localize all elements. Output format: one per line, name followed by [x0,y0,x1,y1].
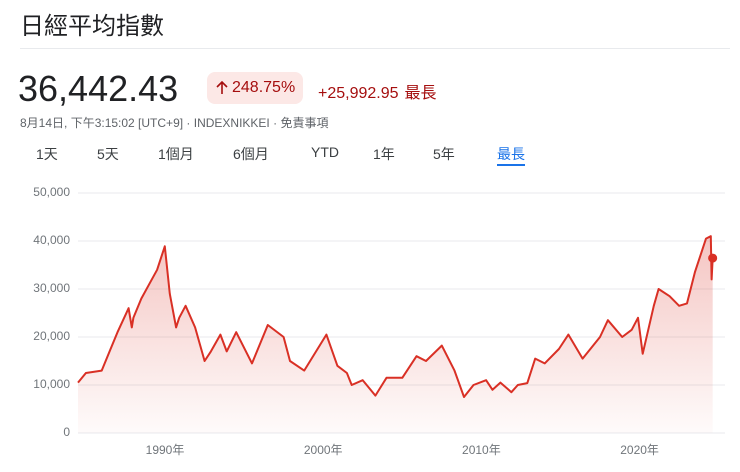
tab[interactable]: 1天 [36,146,58,162]
y-tick-label: 0 [63,425,70,439]
tab[interactable]: 1年 [373,146,395,162]
change: +25,992.95 最長 [318,79,437,103]
y-tick-label: 40,000 [33,233,70,247]
end-dot [708,253,718,263]
up-arrow [216,81,228,94]
tab[interactable]: 5天 [97,146,119,162]
range-label: 最長 [404,85,437,102]
symbol: INDEXNIKKEI [193,116,270,130]
change-value: +25,992.95 [318,85,399,102]
x-tick-label: 2020年 [620,443,659,457]
tab[interactable]: 6個月 [233,146,269,162]
subline: 8月14日, 下午3:15:02 [UTC+9] · INDEXNIKKEI ·… [20,116,329,130]
disclaimer[interactable]: 免責事項 [280,116,329,130]
x-tick-label: 1990年 [146,443,185,457]
tab[interactable]: 1個月 [158,146,194,162]
change-percent: 248.75% [232,79,296,96]
change-badge: 248.75% [207,72,304,104]
timestamp: 8月14日, 下午3:15:02 [UTC+9] [20,116,184,130]
tab[interactable]: 5年 [433,146,455,162]
price: 36,442.43 [18,68,179,109]
tab[interactable]: YTD [311,144,339,160]
y-tick-label: 50,000 [33,185,70,199]
y-tick-label: 20,000 [33,329,70,343]
tab[interactable]: 最長 [497,146,525,166]
x-tick-label: 2010年 [462,443,501,457]
y-tick-label: 30,000 [33,281,70,295]
x-tick-label: 2000年 [304,443,343,457]
area [78,236,713,433]
y-tick-label: 10,000 [33,377,70,391]
line [77,235,714,398]
divider [20,48,730,49]
title: 日經平均指數 [20,13,164,40]
